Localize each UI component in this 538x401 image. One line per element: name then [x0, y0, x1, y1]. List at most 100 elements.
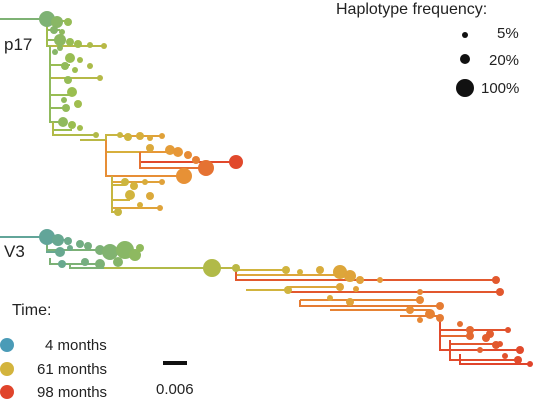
v3-haplotype-node: [203, 259, 221, 277]
v3-haplotype-node: [327, 295, 333, 301]
v3-haplotype-node: [344, 270, 356, 282]
v3-haplotype-node: [316, 266, 324, 274]
p17-haplotype-node: [117, 132, 123, 138]
p17-haplotype-node: [74, 100, 82, 108]
v3-branch: [235, 268, 286, 271]
v3-branch: [299, 300, 440, 307]
p17-haplotype-node: [93, 132, 99, 138]
time-legend-title: Time:: [12, 302, 52, 319]
v3-panel-label: V3: [4, 242, 25, 261]
p17-haplotype-node: [77, 125, 83, 131]
v3-haplotype-node: [58, 260, 66, 268]
p17-haplotype-node: [159, 133, 165, 139]
p17-haplotype-node: [125, 190, 135, 200]
p17-branch: [111, 176, 160, 209]
v3-haplotype-node: [417, 289, 423, 295]
v3-haplotype-node: [436, 302, 444, 310]
v3-haplotype-node: [496, 288, 504, 296]
p17-haplotype-node: [147, 135, 153, 141]
p17-haplotype-node: [62, 104, 70, 112]
v3-branch: [69, 264, 104, 269]
p17-haplotype-node: [159, 179, 165, 185]
v3-haplotype-node: [497, 341, 503, 347]
v3-haplotype-node: [52, 234, 64, 246]
v3-haplotype-node: [113, 257, 123, 267]
v3-haplotype-node: [353, 286, 359, 292]
p17-branch: [105, 140, 140, 153]
p17-haplotype-node: [77, 57, 83, 63]
v3-haplotype-node: [425, 309, 435, 319]
v3-haplotype-node: [505, 327, 511, 333]
v3-haplotype-node: [406, 306, 414, 314]
p17-haplotype-node: [146, 192, 154, 200]
v3-haplotype-node: [492, 276, 500, 284]
p17-haplotype-node: [58, 117, 68, 127]
p17-haplotype-node: [59, 29, 65, 35]
frequency-legend-title: Haplotype frequency:: [336, 1, 488, 18]
time-98-months-dot: [0, 385, 14, 399]
p17-haplotype-node: [61, 97, 67, 103]
p17-haplotype-node: [165, 145, 175, 155]
p17-haplotype-node: [173, 147, 183, 157]
time-61-months-label: 61 months: [37, 361, 108, 378]
frequency-20-label: 20%: [489, 52, 520, 69]
p17-haplotype-node: [97, 75, 103, 81]
frequency-100-label: 100%: [481, 80, 520, 97]
v3-haplotype-node: [232, 264, 240, 272]
p17-haplotype-node: [124, 133, 132, 141]
v3-haplotype-node: [482, 334, 490, 342]
p17-haplotype-node: [101, 43, 107, 49]
p17-haplotype-node: [64, 76, 72, 84]
v3-haplotype-node: [67, 245, 73, 251]
v3-haplotype-node: [81, 258, 89, 266]
p17-haplotype-node: [121, 178, 129, 186]
p17-haplotype-node: [136, 132, 144, 140]
p17-haplotype-node: [67, 87, 77, 97]
p17-haplotype-node: [50, 26, 58, 34]
v3-haplotype-node: [377, 277, 383, 283]
p17-haplotype-node: [64, 18, 72, 26]
v3-branch: [439, 316, 508, 331]
v3-haplotype-node: [84, 242, 92, 250]
v3-haplotype-node: [457, 321, 463, 327]
frequency-100-dot: [456, 79, 474, 97]
p17-haplotype-node: [87, 63, 93, 69]
v3-haplotype-node: [284, 286, 292, 294]
v3-haplotype-node: [477, 347, 483, 353]
p17-haplotype-node: [52, 49, 58, 55]
time-4-months-label: 4 months: [45, 337, 107, 354]
v3-haplotype-node: [136, 244, 144, 252]
p17-haplotype-node: [87, 42, 93, 48]
time-61-months-dot: [0, 362, 14, 376]
v3-haplotype-node: [129, 249, 141, 261]
p17-haplotype-node: [114, 208, 122, 216]
p17-haplotype-node: [74, 40, 82, 48]
v3-haplotype-node: [356, 276, 364, 284]
p17-haplotype-node: [184, 151, 192, 159]
p17-haplotype-node: [192, 156, 200, 164]
v3-haplotype-node: [502, 353, 508, 359]
p17-haplotype-node: [142, 179, 148, 185]
p17-branch: [105, 140, 186, 177]
frequency-5-label: 5%: [497, 25, 519, 42]
p17-haplotype-node: [146, 144, 154, 152]
v3-branch: [449, 340, 518, 361]
p17-haplotype-node: [72, 67, 78, 73]
v3-branch: [439, 316, 520, 351]
p17-haplotype-node: [130, 182, 138, 190]
v3-haplotype-node: [346, 298, 354, 306]
v3-haplotype-node: [436, 314, 444, 322]
p17-branch: [49, 46, 63, 123]
v3-branch: [287, 286, 340, 290]
p17-haplotype-node: [51, 16, 63, 28]
p17-branch: [52, 122, 96, 136]
frequency-20-dot: [460, 54, 470, 64]
p17-haplotype-node: [54, 34, 66, 46]
p17-haplotype-node: [39, 11, 55, 27]
v3-haplotype-node: [102, 244, 118, 260]
v3-haplotype-node: [39, 229, 55, 245]
v3-haplotype-node: [55, 247, 65, 257]
p17-panel-label: p17: [4, 35, 33, 54]
v3-branch: [459, 354, 530, 365]
